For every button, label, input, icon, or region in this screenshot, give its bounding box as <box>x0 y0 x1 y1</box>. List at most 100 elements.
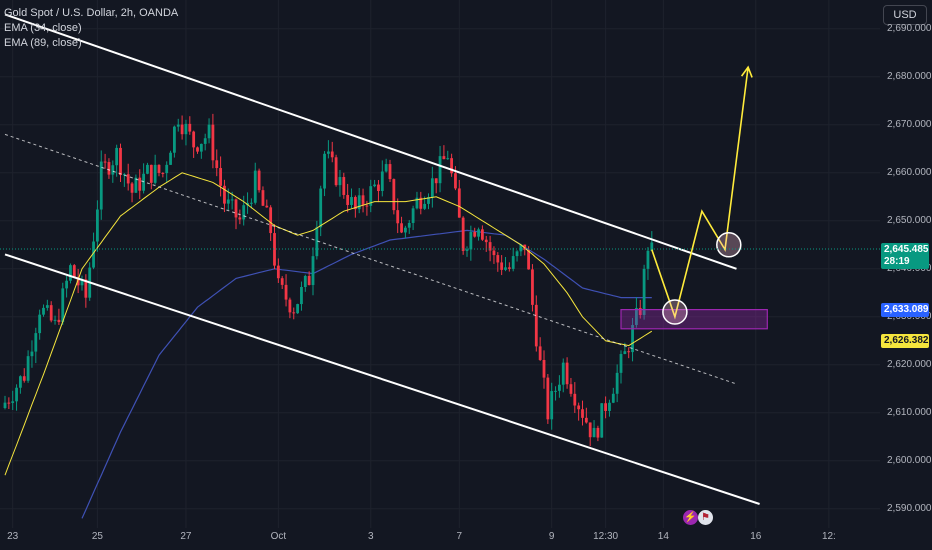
target-circle <box>662 299 688 325</box>
candle-body <box>392 179 396 211</box>
candle-body <box>45 305 49 308</box>
candle-body <box>334 157 338 186</box>
candle-body <box>103 161 107 163</box>
currency-button[interactable]: USD <box>883 5 927 25</box>
candle-body <box>330 151 334 158</box>
projection-path <box>651 67 749 320</box>
candle-body <box>146 164 149 174</box>
candle-body <box>527 249 530 270</box>
time-tick-label: 12: <box>821 531 836 542</box>
candle-body <box>215 160 219 169</box>
candle-body <box>15 387 18 402</box>
candle-body <box>554 390 557 392</box>
current-price-tag: 2,645.485 28:19 <box>881 243 929 269</box>
candle-body <box>142 173 145 191</box>
candle-body <box>369 186 373 206</box>
candle-body <box>161 172 165 174</box>
candle-body <box>80 279 84 286</box>
candle-body <box>296 304 299 314</box>
us-flag-icon[interactable]: ⚑ <box>698 510 713 525</box>
candle-body <box>515 251 519 257</box>
candle-body <box>450 158 453 174</box>
candle-body <box>180 124 184 135</box>
candle-body <box>173 126 176 153</box>
candle-body <box>623 351 627 355</box>
candle-body <box>34 333 38 352</box>
candle-body <box>69 265 72 281</box>
price-tick-label: 2,660.000 <box>887 166 932 178</box>
candle-body <box>319 188 323 228</box>
candle-body <box>646 250 650 269</box>
channel-lower-line <box>4 253 760 505</box>
candle-body <box>96 209 99 242</box>
candle-body <box>192 131 196 148</box>
candle-body <box>573 393 577 406</box>
candle-body <box>42 307 45 315</box>
candle-body <box>57 319 61 323</box>
candle-body <box>323 153 326 189</box>
candle-body <box>538 346 542 360</box>
candle-body <box>7 402 11 404</box>
candle-body <box>342 177 346 195</box>
candle-body <box>477 229 480 237</box>
time-tick-label: Oct <box>270 531 287 542</box>
candle-body <box>53 319 57 321</box>
candle-body <box>373 184 376 187</box>
candle-body <box>107 162 111 175</box>
candle-body <box>569 384 573 394</box>
candle-body <box>99 161 103 210</box>
candle-body <box>353 197 357 210</box>
candle-body <box>380 171 384 192</box>
candle-body <box>588 422 592 438</box>
ema-89-legend[interactable]: EMA (89, close) <box>4 37 82 49</box>
candle-body <box>631 324 634 353</box>
candle-body <box>484 239 488 243</box>
candle-body <box>430 178 434 198</box>
time-tick-label: 25 <box>91 531 103 542</box>
time-tick-label: 27 <box>180 531 192 542</box>
candle-body <box>211 124 215 161</box>
candle-body <box>469 232 473 250</box>
candle-body <box>76 277 80 286</box>
candle-body <box>388 164 392 180</box>
candle-body <box>635 307 638 325</box>
candle-body <box>19 376 22 388</box>
symbol-title[interactable]: Gold Spot / U.S. Dollar, 2h, OANDA <box>4 7 179 19</box>
candle-body <box>434 178 438 184</box>
time-tick-label: 7 <box>456 531 463 542</box>
candle-body <box>581 409 584 418</box>
candle-body <box>315 227 319 257</box>
candle-body <box>473 232 477 237</box>
ema-34-legend[interactable]: EMA (34, close) <box>4 22 82 34</box>
ema34-layer <box>4 172 653 476</box>
candle-body <box>307 275 311 286</box>
candle-body <box>138 177 142 191</box>
candle-body <box>511 256 515 269</box>
target-circle <box>716 232 742 258</box>
candle-body <box>350 197 353 205</box>
candle-body <box>111 165 115 175</box>
candle-body <box>49 305 53 321</box>
candle-body <box>496 255 500 263</box>
candle-body <box>303 275 307 288</box>
candle-body <box>627 351 631 353</box>
candle-body <box>542 359 546 378</box>
candle-body <box>184 123 188 135</box>
candle-body <box>253 170 257 203</box>
candle-body <box>273 233 276 266</box>
channel-upper-line <box>4 13 737 270</box>
candle-body <box>407 222 411 228</box>
candle-body <box>361 195 365 206</box>
candle-body <box>207 124 211 139</box>
bar-countdown: 28:19 <box>884 256 910 267</box>
candle-body <box>65 280 68 289</box>
candle-body <box>199 143 203 152</box>
candle-body <box>169 152 172 165</box>
candle-body <box>176 124 180 127</box>
candle-body <box>357 195 361 210</box>
lightning-icon[interactable]: ⚡ <box>683 510 698 525</box>
candle-body <box>611 393 615 403</box>
candle-body <box>419 197 423 209</box>
ema89-price-tag: 2,633.089 <box>881 303 929 317</box>
